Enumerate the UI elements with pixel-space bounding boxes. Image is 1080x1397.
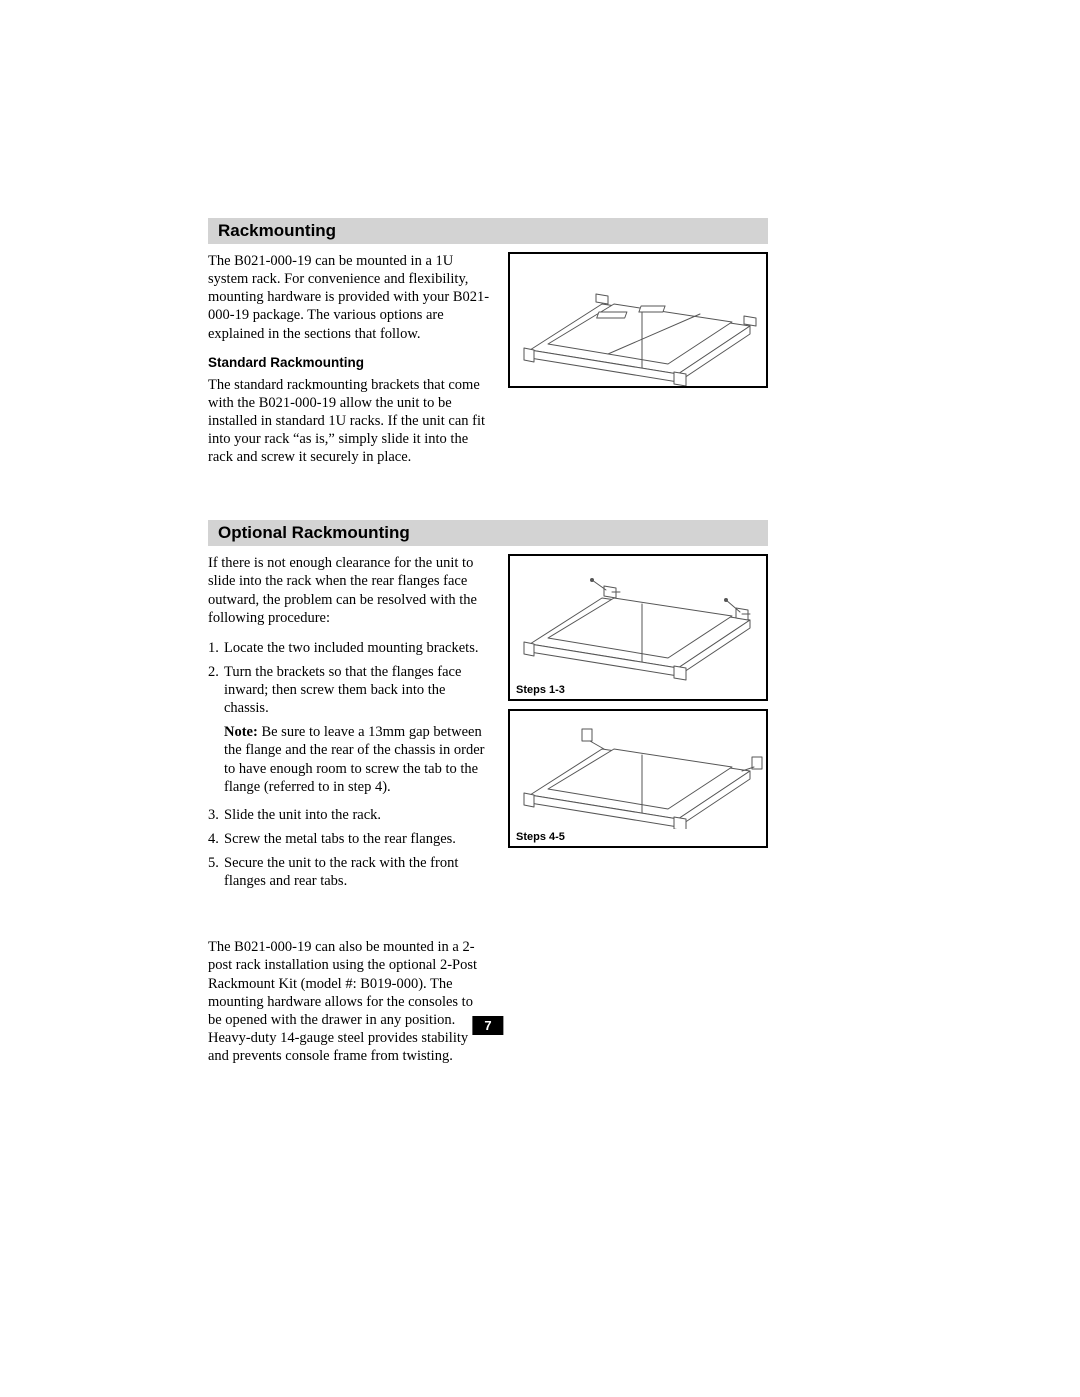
step-2-note: Note: Be sure to leave a 13mm gap betwee…	[208, 723, 490, 796]
procedure-list: Locate the two included mounting bracket…	[208, 639, 490, 718]
procedure-list-cont: Slide the unit into the rack. Screw the …	[208, 806, 490, 891]
step-4: Screw the metal tabs to the rear flanges…	[208, 830, 490, 848]
section-heading-rackmounting: Rackmounting	[208, 218, 768, 244]
section1-left-column: The B021-000-19 can be mounted in a 1U s…	[208, 252, 490, 478]
figure-steps-1-3: Steps 1-3	[508, 554, 768, 701]
section2-columns: If there is not enough clearance for the…	[208, 554, 768, 896]
rackmount-tabs-icon	[510, 711, 766, 829]
standard-rackmounting-subhead: Standard Rackmounting	[208, 355, 490, 370]
figure-caption-steps-1-3: Steps 1-3	[510, 682, 766, 699]
section1-right-column	[508, 252, 768, 388]
two-post-kit-text: The B021-000-19 can also be mounted in a…	[208, 938, 490, 1065]
section-heading-optional-rackmounting: Optional Rackmounting	[208, 520, 768, 546]
figure-steps-4-5: Steps 4-5	[508, 709, 768, 848]
note-label: Note:	[224, 724, 258, 740]
step-2: Turn the brackets so that the flanges fa…	[208, 663, 490, 717]
rackmount-chassis-icon	[510, 254, 766, 386]
section2-right-column: Steps 1-3	[508, 554, 768, 848]
figure-standard-rackmount	[508, 252, 768, 388]
page-content: Rackmounting The B021-000-19 can be moun…	[208, 218, 768, 1077]
rackmount-brackets-inward-icon	[510, 556, 766, 682]
page-number: 7	[472, 1016, 503, 1035]
step-3: Slide the unit into the rack.	[208, 806, 490, 824]
standard-rackmounting-text: The standard rackmounting brackets that …	[208, 376, 490, 467]
section2-left-column: If there is not enough clearance for the…	[208, 554, 490, 896]
note-body: Be sure to leave a 13mm gap between the …	[224, 724, 485, 794]
section1-intro-text: The B021-000-19 can be mounted in a 1U s…	[208, 252, 490, 343]
section2-intro-text: If there is not enough clearance for the…	[208, 554, 490, 627]
figure-caption-steps-4-5: Steps 4-5	[510, 829, 766, 846]
section1-columns: The B021-000-19 can be mounted in a 1U s…	[208, 252, 768, 478]
section2-trailing: The B021-000-19 can also be mounted in a…	[208, 938, 490, 1065]
step-1: Locate the two included mounting bracket…	[208, 639, 490, 657]
step-5: Secure the unit to the rack with the fro…	[208, 854, 490, 890]
